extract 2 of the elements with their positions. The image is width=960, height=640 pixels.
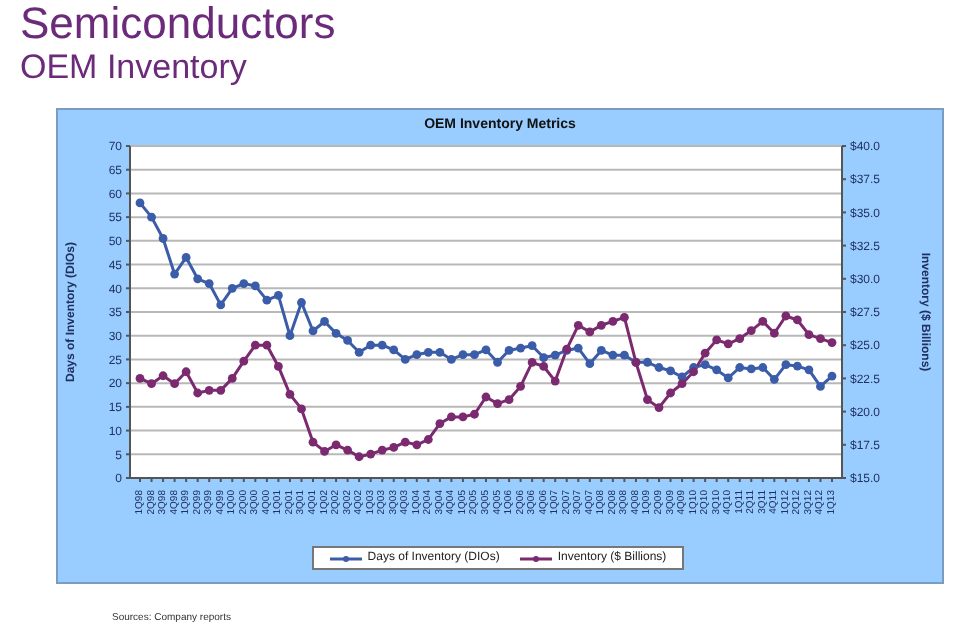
chart-subtitle: OEM Inventory bbox=[20, 48, 247, 88]
chart-title: Semiconductors bbox=[20, 0, 336, 48]
